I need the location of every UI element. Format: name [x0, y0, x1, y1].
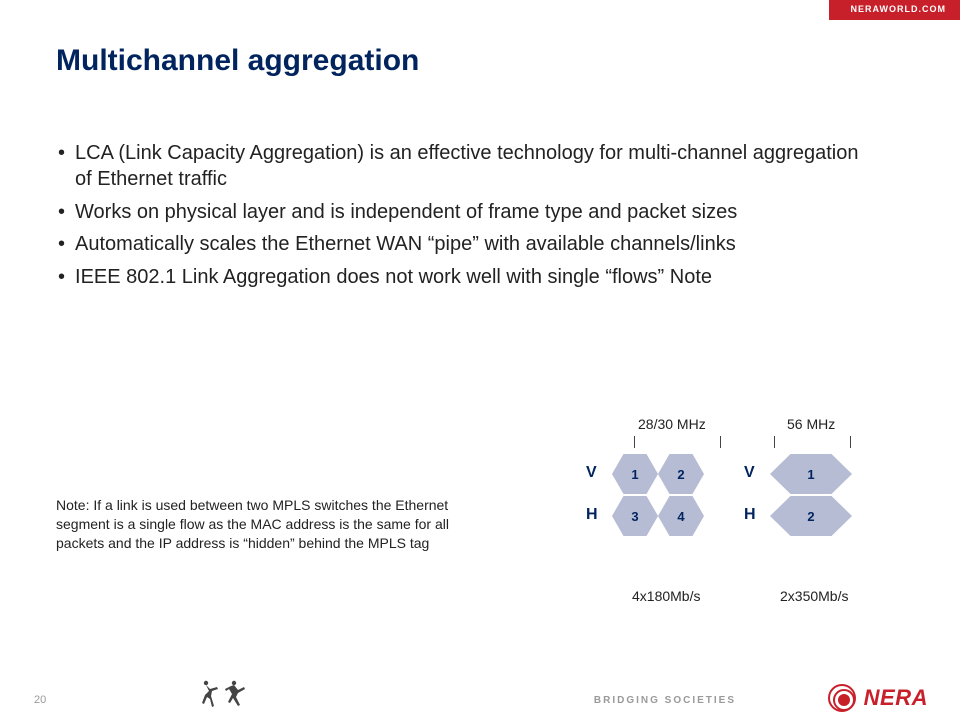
throughput-1: 4x180Mb/s — [632, 588, 700, 604]
tick-mark — [634, 436, 635, 448]
note-text: Note: If a link is used between two MPLS… — [56, 496, 476, 553]
logo-ring-icon — [828, 684, 856, 712]
bullet-item: Works on physical layer and is independe… — [56, 199, 876, 225]
tick-mark — [774, 436, 775, 448]
bullet-text: LCA (Link Capacity Aggregation) is an ef… — [75, 140, 876, 193]
hex-cell: 3 — [612, 496, 658, 536]
polarization-h: H — [586, 506, 598, 524]
bullet-list: LCA (Link Capacity Aggregation) is an ef… — [56, 140, 876, 290]
hex-cell: 1 — [612, 454, 658, 494]
polarization-v: V — [586, 464, 597, 482]
bullet-text: Automatically scales the Ethernet WAN “p… — [75, 231, 736, 257]
bullet-item: LCA (Link Capacity Aggregation) is an ef… — [56, 140, 876, 193]
page-number: 20 — [34, 694, 46, 706]
tick-mark — [850, 436, 851, 448]
tick-mark — [720, 436, 721, 448]
throughput-2: 2x350Mb/s — [780, 588, 848, 604]
hex-cell: 2 — [658, 454, 704, 494]
page-title: Multichannel aggregation — [56, 44, 904, 78]
nera-logo: NERA — [828, 684, 928, 712]
footer: 20 BRIDGING SOCIETIES NERA — [0, 684, 960, 720]
bullet-text: IEEE 802.1 Link Aggregation does not wor… — [75, 264, 712, 290]
runner-icons — [196, 679, 252, 714]
hex-cell-wide: 2 — [770, 496, 852, 536]
bullet-text: Works on physical layer and is independe… — [75, 199, 737, 225]
diagram-area: Note: If a link is used between two MPLS… — [56, 410, 904, 620]
frequency-label-1: 28/30 MHz — [638, 416, 706, 432]
hex-cell: 4 — [658, 496, 704, 536]
frequency-label-2: 56 MHz — [787, 416, 835, 432]
polarization-v: V — [744, 464, 755, 482]
slide: Multichannel aggregation LCA (Link Capac… — [0, 0, 960, 720]
bridging-societies-text: BRIDGING SOCIETIES — [594, 695, 736, 706]
logo-text: NERA — [864, 685, 928, 711]
polarization-h: H — [744, 506, 756, 524]
bullet-item: Automatically scales the Ethernet WAN “p… — [56, 231, 876, 257]
bullet-item: IEEE 802.1 Link Aggregation does not wor… — [56, 264, 876, 290]
hex-cell-wide: 1 — [770, 454, 852, 494]
